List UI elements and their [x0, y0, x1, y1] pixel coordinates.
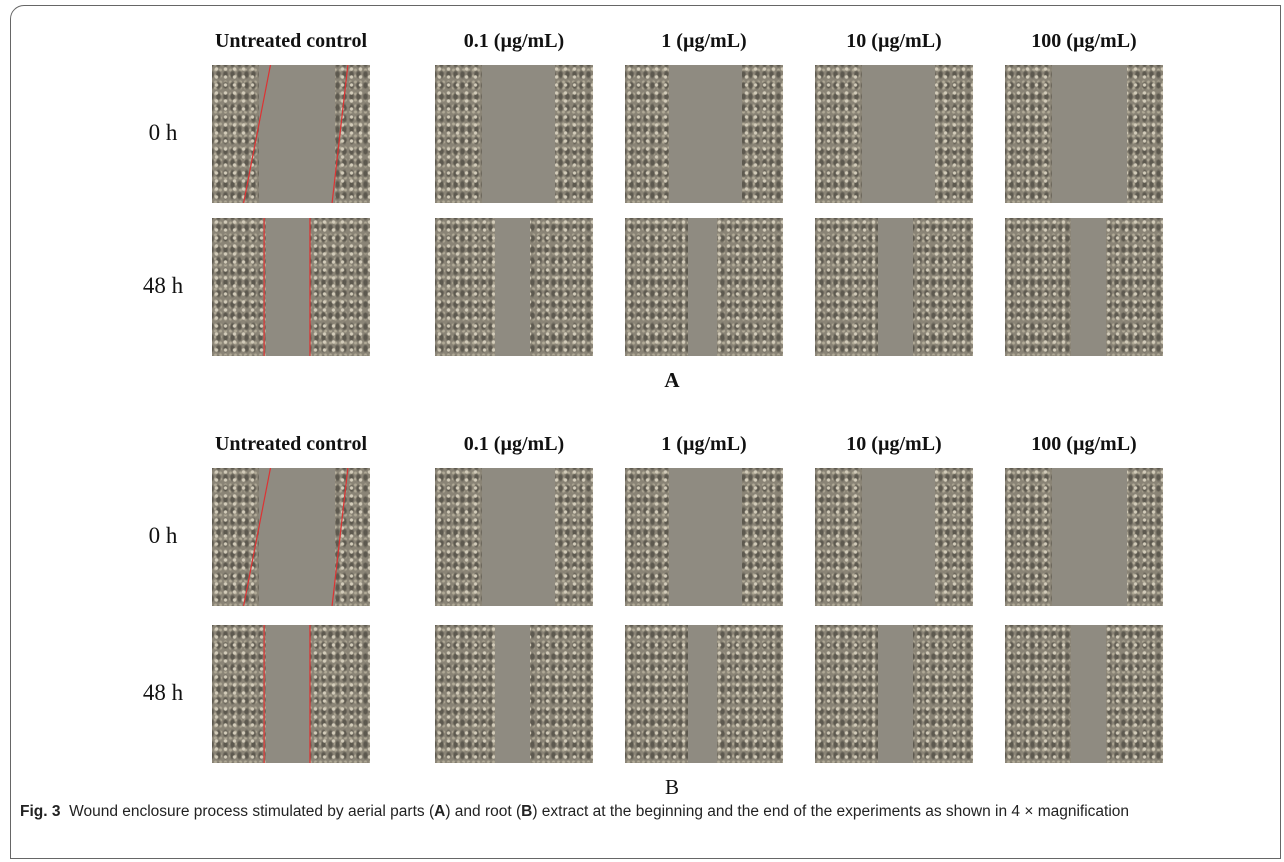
wound-gap — [1052, 65, 1126, 203]
column-header: 100 (µg/mL) — [974, 30, 1194, 53]
micrograph — [212, 625, 370, 763]
micrograph — [815, 625, 973, 763]
wound-edge-marks — [212, 218, 370, 356]
column-header: 1 (µg/mL) — [594, 30, 814, 53]
wound-edge-marks — [212, 625, 370, 763]
micrograph — [1005, 218, 1163, 356]
page: Untreated control0.1 (µg/mL)1 (µg/mL)10 … — [0, 0, 1284, 862]
wound-gap — [669, 65, 742, 203]
wound-gap — [1052, 468, 1126, 606]
wound-gap — [688, 218, 716, 356]
caption-text: ) extract at the beginning and the end o… — [532, 803, 1129, 820]
edge-line — [244, 65, 271, 203]
row-label: 48 h — [118, 680, 208, 706]
micrograph — [435, 468, 593, 606]
micrograph — [625, 625, 783, 763]
edge-line — [332, 65, 348, 203]
micrograph — [625, 218, 783, 356]
caption-text: A — [434, 803, 445, 820]
micrograph — [815, 468, 973, 606]
column-header: Untreated control — [181, 433, 401, 456]
column-header: 1 (µg/mL) — [594, 433, 814, 456]
wound-gap — [495, 218, 530, 356]
wound-gap — [482, 65, 555, 203]
panel-label: B — [652, 775, 692, 800]
wound-gap — [1071, 218, 1106, 356]
micrograph — [1005, 65, 1163, 203]
micrograph — [435, 218, 593, 356]
caption-text: B — [521, 803, 532, 820]
micrograph — [625, 468, 783, 606]
wound-gap — [495, 625, 530, 763]
micrograph — [435, 625, 593, 763]
edge-line — [332, 468, 348, 606]
micrograph — [815, 65, 973, 203]
column-header: 0.1 (µg/mL) — [404, 30, 624, 53]
wound-gap — [862, 65, 935, 203]
row-label: 0 h — [118, 523, 208, 549]
wound-edge-marks — [212, 468, 370, 606]
edge-line — [244, 468, 271, 606]
wound-gap — [482, 468, 555, 606]
panel-label: A — [652, 368, 692, 393]
wound-gap — [878, 218, 913, 356]
micrograph — [1005, 468, 1163, 606]
micrograph — [435, 65, 593, 203]
row-label: 48 h — [118, 273, 208, 299]
column-header: Untreated control — [181, 30, 401, 53]
column-header: 10 (µg/mL) — [784, 433, 1004, 456]
wound-gap — [1071, 625, 1106, 763]
micrograph — [625, 65, 783, 203]
micrograph — [815, 218, 973, 356]
wound-gap — [862, 468, 935, 606]
column-header: 100 (µg/mL) — [974, 433, 1194, 456]
caption: Fig. 3 Wound enclosure process stimulate… — [20, 802, 1270, 822]
micrograph — [1005, 625, 1163, 763]
caption-label: Fig. 3 — [20, 803, 60, 820]
wound-gap — [878, 625, 913, 763]
caption-text: Wound enclosure process stimulated by ae… — [69, 803, 434, 820]
caption-text: ) and root ( — [445, 803, 521, 820]
column-header: 0.1 (µg/mL) — [404, 433, 624, 456]
micrograph — [212, 65, 370, 203]
column-header: 10 (µg/mL) — [784, 30, 1004, 53]
micrograph — [212, 218, 370, 356]
row-label: 0 h — [118, 120, 208, 146]
wound-gap — [688, 625, 716, 763]
wound-gap — [669, 468, 742, 606]
micrograph — [212, 468, 370, 606]
wound-edge-marks — [212, 65, 370, 203]
